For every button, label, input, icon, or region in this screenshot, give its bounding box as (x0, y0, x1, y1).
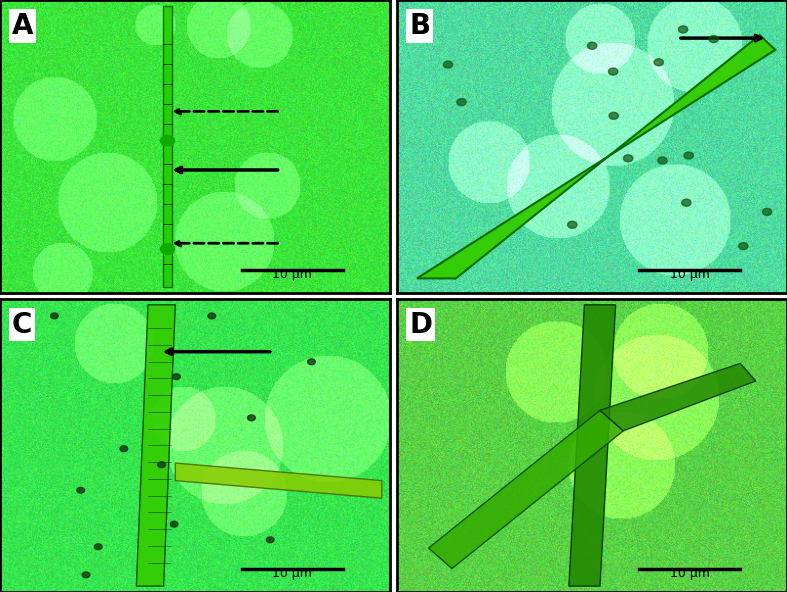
Circle shape (609, 112, 619, 120)
Circle shape (567, 221, 577, 229)
Circle shape (120, 446, 127, 452)
Text: 10 μm: 10 μm (272, 567, 312, 580)
Text: 10 μm: 10 μm (670, 567, 710, 580)
Polygon shape (417, 35, 775, 278)
Text: A: A (12, 12, 33, 40)
Polygon shape (569, 305, 615, 586)
Circle shape (763, 208, 772, 215)
Circle shape (587, 42, 597, 49)
Polygon shape (136, 305, 176, 586)
Circle shape (266, 537, 274, 543)
Polygon shape (429, 410, 623, 568)
Circle shape (161, 136, 175, 146)
Circle shape (678, 26, 688, 33)
Circle shape (82, 572, 90, 578)
Circle shape (208, 313, 216, 319)
Circle shape (170, 521, 178, 527)
Text: C: C (12, 311, 32, 339)
Text: 10 μm: 10 μm (670, 268, 710, 281)
Circle shape (172, 374, 180, 379)
Bar (163, 6, 172, 287)
Circle shape (247, 415, 255, 421)
Circle shape (739, 243, 748, 250)
Circle shape (50, 313, 58, 318)
Circle shape (77, 487, 85, 493)
Circle shape (161, 244, 175, 255)
Circle shape (157, 462, 165, 468)
Circle shape (94, 544, 102, 549)
Circle shape (658, 157, 667, 164)
Circle shape (456, 99, 466, 105)
Text: B: B (409, 12, 430, 40)
Circle shape (308, 359, 316, 365)
Text: D: D (409, 311, 432, 339)
Circle shape (709, 36, 719, 43)
Circle shape (608, 68, 618, 75)
Circle shape (443, 61, 453, 68)
Polygon shape (600, 363, 756, 431)
Circle shape (684, 152, 693, 159)
Text: 10 μm: 10 μm (272, 268, 312, 281)
Circle shape (682, 199, 691, 206)
Polygon shape (176, 463, 382, 498)
Circle shape (654, 59, 663, 66)
Circle shape (623, 155, 633, 162)
